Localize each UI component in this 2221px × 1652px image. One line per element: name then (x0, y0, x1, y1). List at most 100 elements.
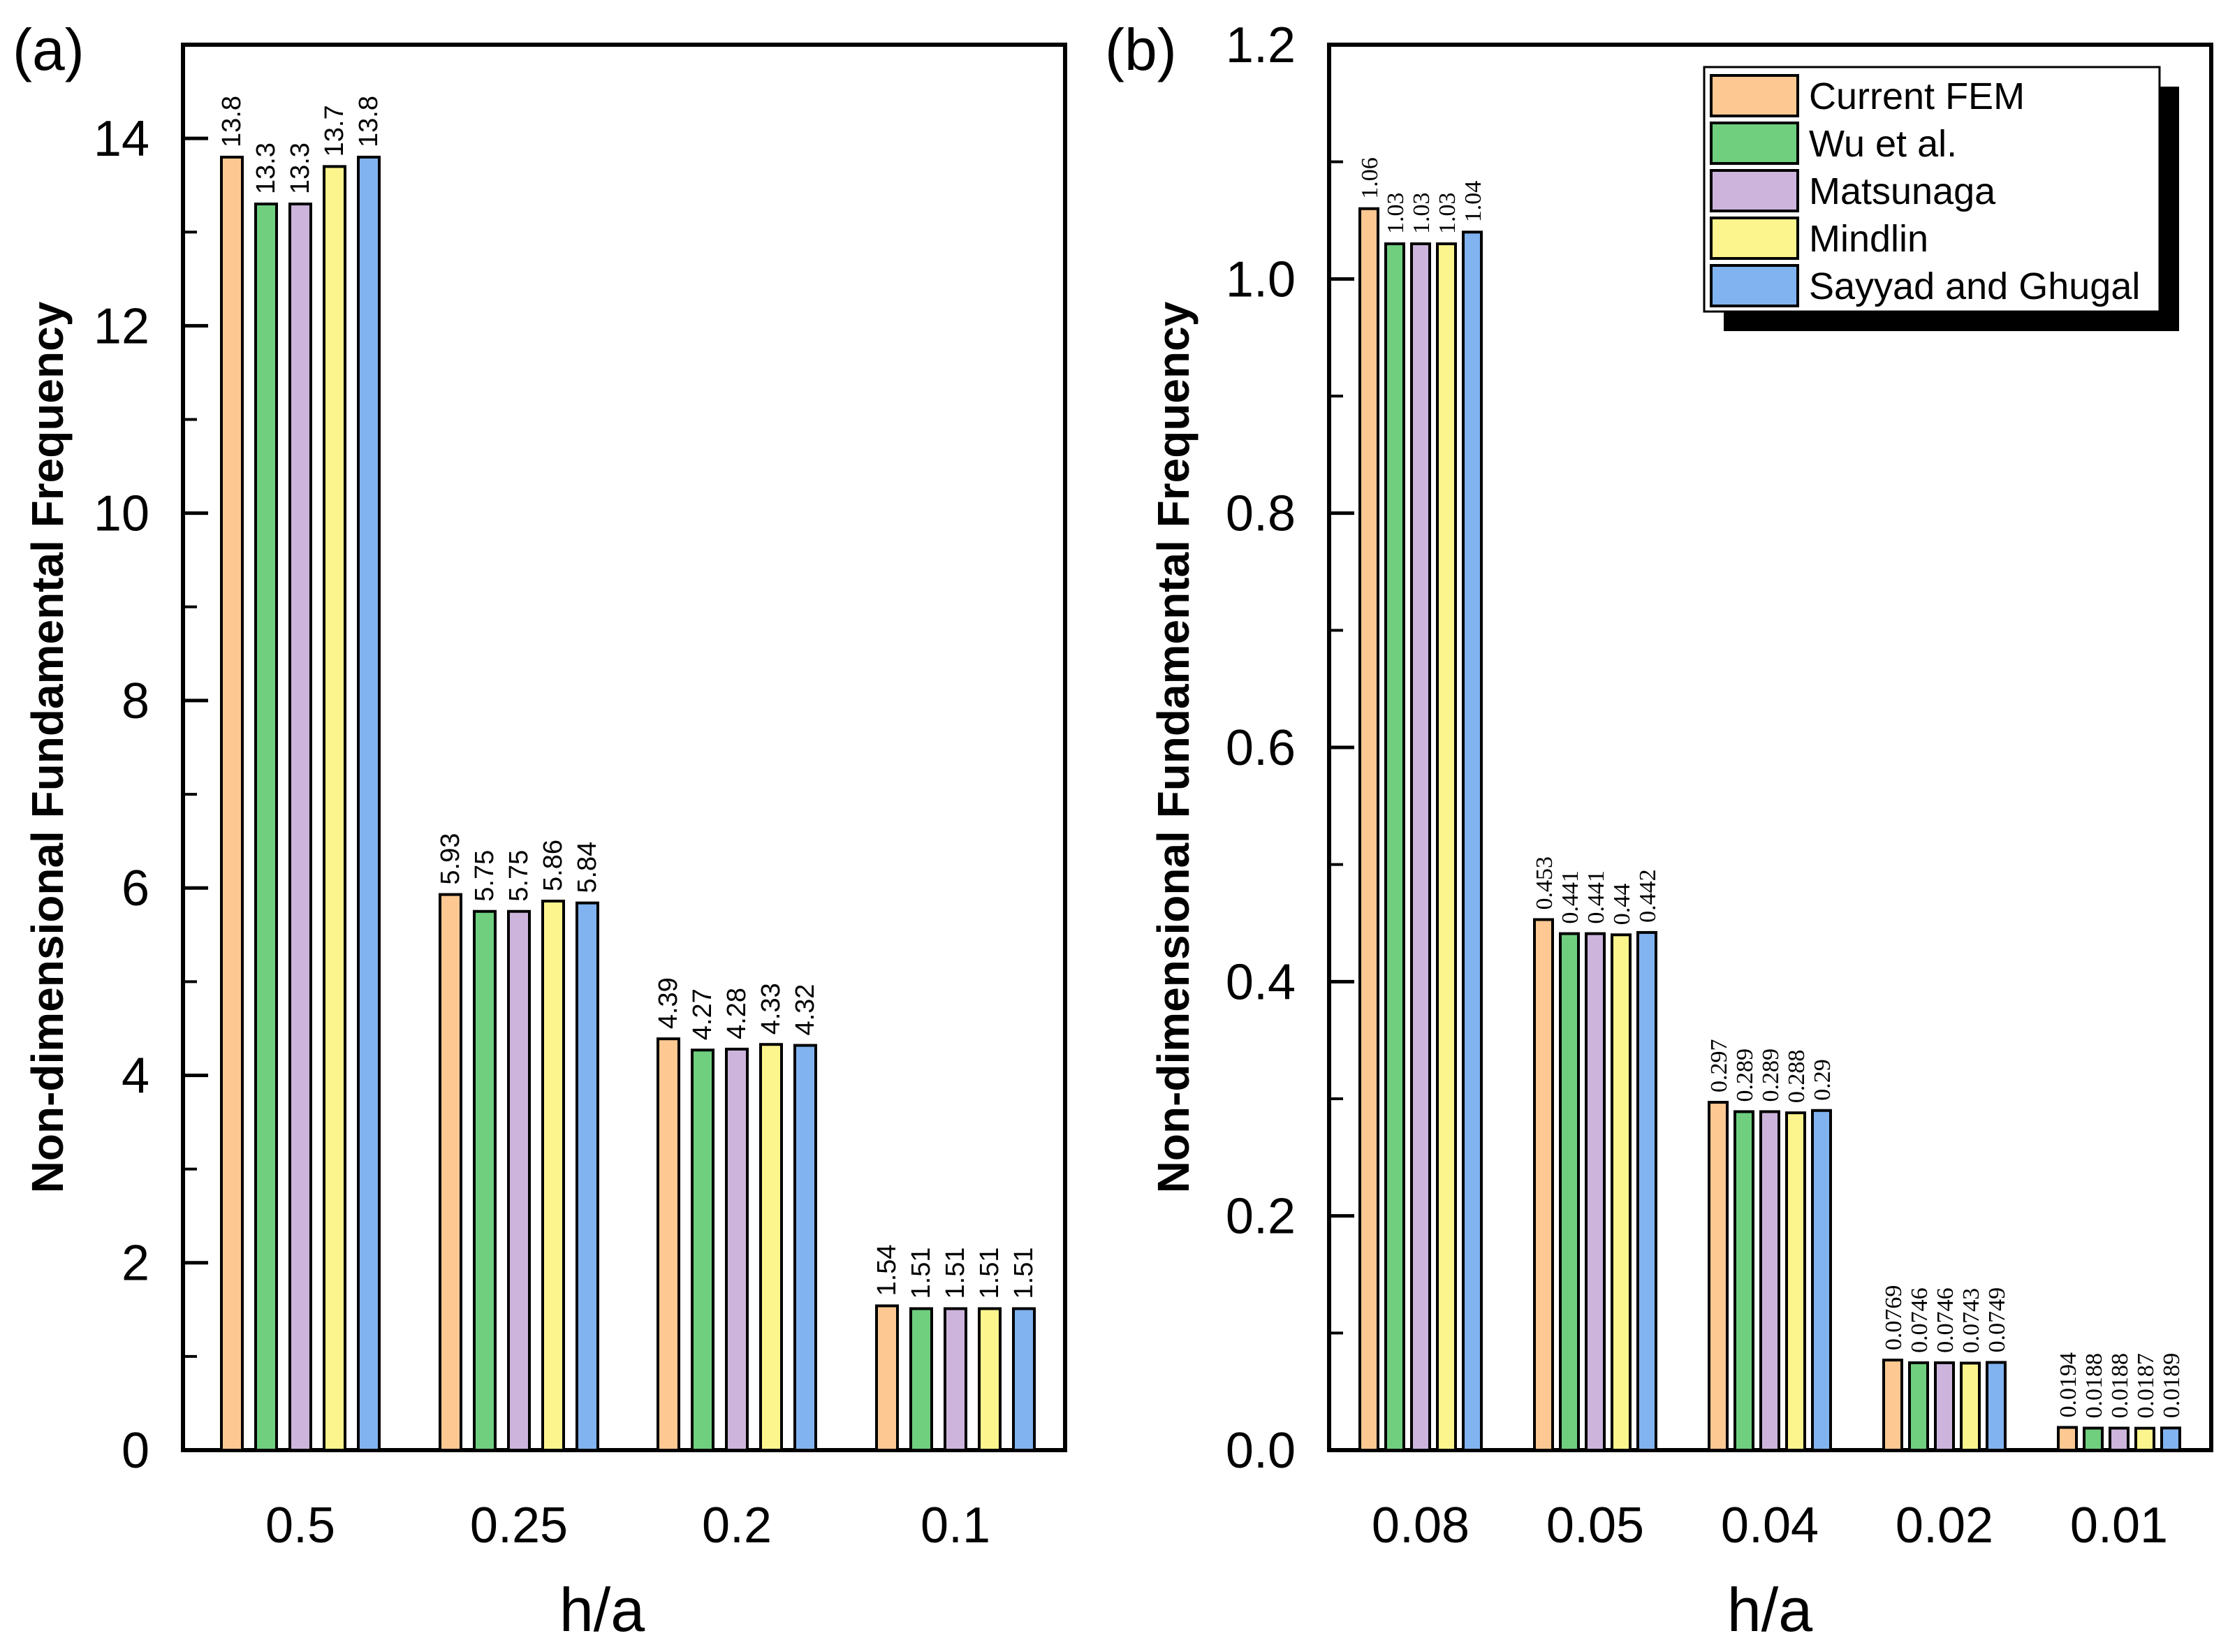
y-tick-label: 6 (122, 861, 149, 916)
data-label: 5.86 (538, 840, 568, 891)
bar (220, 155, 244, 1452)
bar (1384, 242, 1405, 1452)
data-label: 13.3 (251, 142, 281, 194)
data-label: 0.0746 (1907, 1287, 1933, 1353)
panel-b: (b) 0.0 0.2 0.4 0.6 0.8 1.0 1.2 Non-dimensional … (1105, 17, 2213, 1644)
bar (541, 899, 565, 1452)
x-tick-label: 0.02 (1896, 1498, 1993, 1554)
data-label: 5.84 (573, 842, 602, 893)
bar (1436, 242, 1457, 1452)
bar (725, 1047, 749, 1452)
data-label: 1.54 (872, 1244, 902, 1296)
x-tick-label: 0.2 (702, 1498, 772, 1554)
data-label: 1.51 (907, 1247, 936, 1299)
panel-label: (b) (1105, 17, 1177, 82)
bar (1882, 1359, 1903, 1452)
data-label: 0.0188 (2081, 1353, 2107, 1419)
bar (1410, 242, 1431, 1452)
legend-swatch (1710, 264, 1799, 307)
bar (759, 1043, 783, 1452)
data-label: 1.51 (975, 1247, 1004, 1299)
y-tick-label: 0.4 (1226, 954, 1296, 1010)
data-label: 1.06 (1357, 157, 1383, 199)
bar (793, 1044, 817, 1452)
bar (1785, 1111, 1806, 1452)
legend-label: Wu et al. (1809, 123, 1957, 165)
data-label: 1.51 (1009, 1247, 1039, 1299)
x-tick-label: 0.08 (1372, 1498, 1469, 1554)
data-label: 4.28 (722, 988, 752, 1039)
data-label: 0.442 (1635, 869, 1661, 923)
bar (1358, 207, 1379, 1452)
data-label: 0.0187 (2133, 1353, 2159, 1419)
bar (2134, 1426, 2155, 1452)
bar (2160, 1426, 2181, 1452)
x-axis-title: h/a (559, 1575, 645, 1644)
bar (1986, 1361, 2007, 1452)
data-label: 13.8 (217, 96, 247, 147)
data-label: 0.0188 (2107, 1353, 2133, 1419)
panel-label: (a) (13, 17, 85, 82)
data-label: 13.8 (354, 96, 383, 147)
data-label: 5.75 (470, 850, 499, 902)
data-label: 1.51 (941, 1247, 970, 1299)
data-label: 0.0194 (2055, 1352, 2081, 1418)
bar (1012, 1307, 1036, 1452)
y-tick-label: 0 (122, 1423, 149, 1479)
legend-label: Mindlin (1809, 218, 1928, 260)
bar (909, 1307, 933, 1452)
data-label: 0.44 (1609, 884, 1635, 926)
data-label: 13.3 (286, 142, 315, 194)
bar (1934, 1361, 1955, 1452)
bar (1611, 933, 1632, 1452)
x-axis-title: h/a (1727, 1575, 1812, 1644)
legend-label: Current FEM (1809, 75, 2025, 117)
plot-frame (181, 43, 1067, 1452)
x-tick-label: 0.25 (470, 1498, 568, 1554)
data-label: 0.0743 (1958, 1288, 1984, 1354)
legend-label: Sayyad and Ghugal (1809, 265, 2140, 307)
bar (2109, 1426, 2130, 1452)
data-label: 13.7 (320, 105, 349, 156)
bar (1585, 932, 1606, 1452)
bar (254, 203, 278, 1452)
data-label: 0.0749 (1984, 1287, 2010, 1353)
y-tick-label: 0.8 (1226, 486, 1296, 542)
legend-swatch (1710, 217, 1799, 260)
y-axis-title: Non-dimensional Fundamental Frequency (1148, 301, 1199, 1193)
data-label: 5.93 (436, 833, 465, 885)
legend-swatch (1710, 122, 1799, 165)
y-tick-label: 0.2 (1226, 1189, 1296, 1245)
data-label: 4.39 (654, 977, 683, 1029)
data-label: 5.75 (504, 850, 534, 902)
bar (2083, 1426, 2104, 1452)
data-label: 1.03 (1409, 193, 1435, 235)
bar (1908, 1361, 1929, 1452)
y-tick-label: 2 (122, 1236, 149, 1292)
data-label: 1.03 (1383, 193, 1409, 235)
x-tick-label: 0.1 (921, 1498, 990, 1554)
bar (439, 893, 462, 1452)
x-tick-label: 0.5 (265, 1498, 335, 1554)
y-tick-label: 1.2 (1226, 17, 1296, 73)
bar (576, 901, 599, 1452)
y-tick-label: 8 (122, 673, 149, 729)
bar (357, 155, 381, 1452)
bar (875, 1304, 899, 1452)
legend-label: Matsunaga (1809, 170, 1996, 212)
legend-swatch (1710, 169, 1799, 212)
data-label: 0.29 (1810, 1059, 1835, 1101)
legend: Current FEM Wu et al. Matsunaga Mindlin Sayy… (1703, 66, 2179, 331)
data-label: 0.441 (1583, 870, 1609, 924)
y-axis-title: Non-dimensional Fundamental Frequency (22, 301, 73, 1193)
y-tick-label: 1.0 (1226, 251, 1296, 307)
data-label: 1.04 (1460, 181, 1486, 223)
bar (1960, 1361, 1981, 1452)
y-tick-label: 0.0 (1226, 1423, 1296, 1479)
data-label: 0.441 (1557, 870, 1583, 924)
bar (2057, 1426, 2078, 1452)
data-label: 0.0189 (2159, 1353, 2185, 1419)
bar (1533, 918, 1554, 1452)
y-tick-label: 14 (94, 111, 149, 167)
